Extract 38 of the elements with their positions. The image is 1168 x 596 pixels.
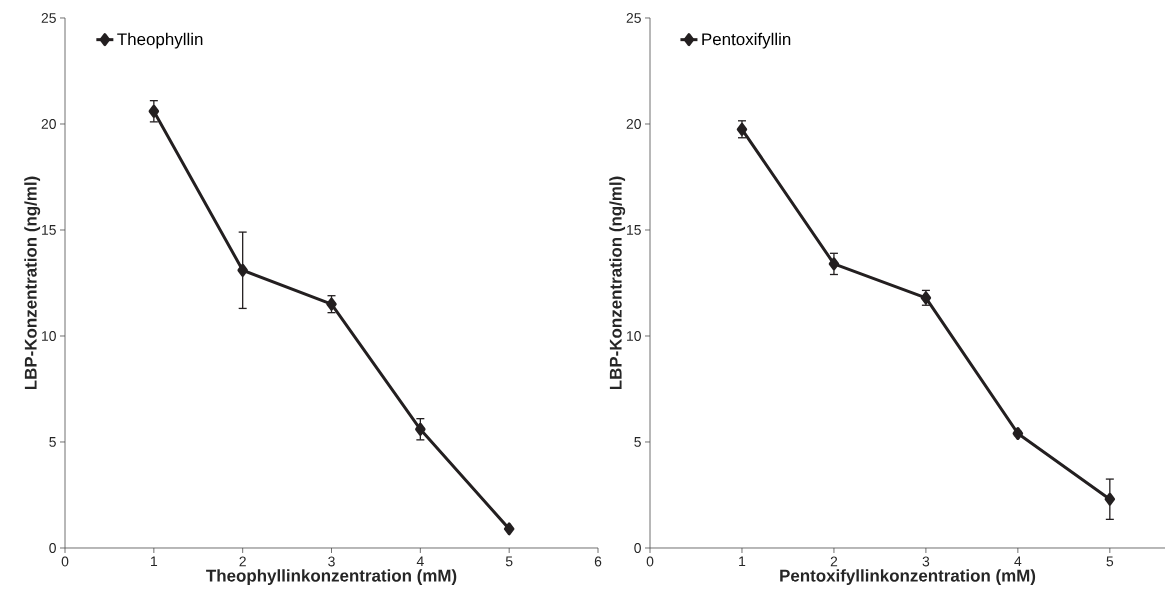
y-tick-label: 10 — [627, 331, 641, 341]
y-tick-label: 25 — [626, 13, 641, 23]
x-axis-title: Pentoxifyllinkonzentration (mM) — [780, 569, 1036, 586]
y-tick-label: 15 — [42, 225, 56, 235]
y-axis-title: LBP-Konzentration (ng/ml) — [24, 176, 41, 390]
point — [503, 522, 515, 536]
y-tick-label: 10 — [42, 331, 56, 341]
x-tick-label: 1 — [739, 556, 746, 567]
y-tick-label: 20 — [626, 119, 641, 129]
x-tick-label: 4 — [1014, 556, 1022, 567]
y-axis-title: LBP-Konzentration (ng/ml) — [609, 176, 626, 390]
point — [828, 257, 840, 271]
x-tick-label: 3 — [328, 556, 335, 567]
x-tick-label: 2 — [830, 556, 838, 567]
x-tick-label: 2 — [239, 556, 246, 567]
x-tick-label: 5 — [1106, 556, 1114, 567]
point — [1012, 427, 1024, 441]
x-tick-label: 5 — [505, 556, 513, 567]
x-tick-label: 4 — [416, 556, 424, 567]
y-tick-label: 0 — [49, 543, 56, 553]
y-tick-label: 0 — [634, 543, 641, 553]
legend-label: Pentoxifyllin — [702, 32, 791, 49]
point — [1104, 492, 1116, 506]
legend-label: Theophyllin — [117, 32, 203, 49]
point — [415, 422, 426, 436]
y-tick-label: 5 — [634, 437, 641, 447]
y-tick-label: 20 — [41, 119, 56, 129]
y-tick-label: 5 — [49, 437, 56, 447]
x-axis-title: Theophyllinkonzentration (mM) — [206, 569, 457, 586]
y-tick-label: 25 — [41, 13, 56, 23]
x-tick-label: 0 — [646, 556, 654, 567]
x-tick-label: 6 — [594, 556, 602, 567]
x-tick-label: 1 — [151, 556, 158, 567]
x-tick-label: 3 — [922, 556, 930, 567]
x-tick-label: 0 — [61, 556, 69, 567]
point — [237, 263, 248, 277]
point — [148, 104, 160, 118]
y-tick-label: 15 — [627, 225, 641, 235]
